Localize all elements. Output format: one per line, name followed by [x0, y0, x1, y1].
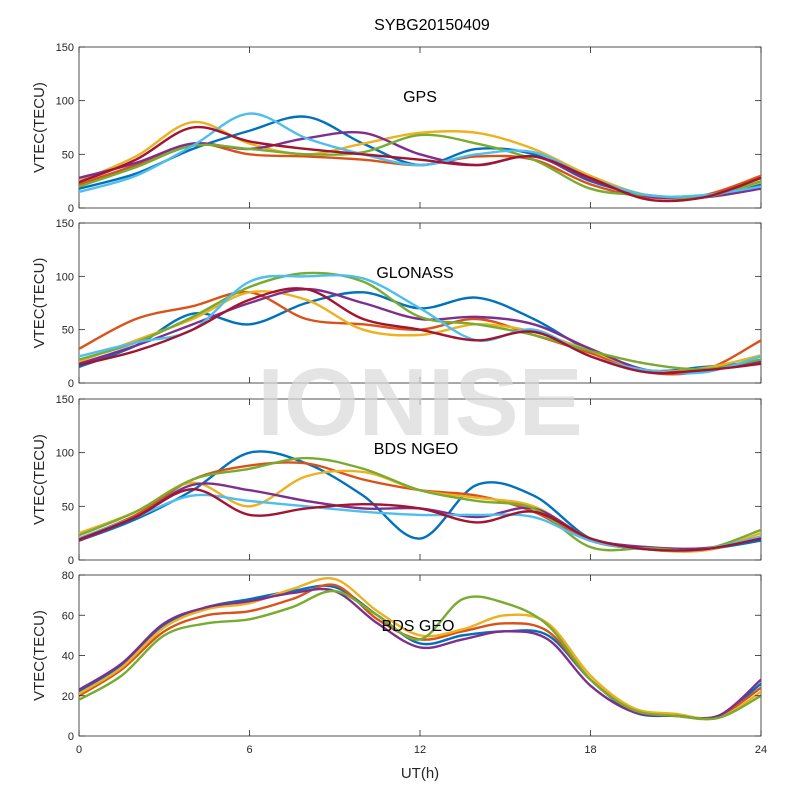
y-axis-label: VTEC(TECU): [31, 258, 48, 349]
y-tick-label: 50: [62, 149, 74, 161]
series-line-5: [79, 589, 761, 721]
plot-area: [78, 46, 762, 209]
panel-title: BDS NGEO: [374, 441, 458, 458]
y-tick-label: 150: [56, 394, 74, 406]
x-tick-label: 12: [414, 744, 426, 756]
y-tick-label: 20: [62, 691, 74, 703]
x-tick-label: 6: [246, 744, 252, 756]
y-tick-label: 0: [68, 555, 74, 567]
series-line-5: [79, 271, 761, 371]
y-tick-label: 150: [56, 42, 74, 54]
panel-title: BDS GEO: [382, 618, 455, 635]
y-tick-label: 40: [62, 651, 74, 663]
panels: 0 50 100 150 VTEC(TECU) GPS 0 50 100 150 VTEC(TECU…: [31, 42, 767, 756]
panel-3: 0 50 100 150 VTEC(TECU) BDS NGEO: [31, 394, 762, 567]
series-line-4: [79, 587, 761, 720]
series-line-6: [79, 112, 761, 198]
series-line-7: [79, 125, 761, 203]
panel-1: 0 50 100 150 VTEC(TECU) GPS: [31, 42, 762, 215]
panel-title: GLONASS: [376, 265, 453, 282]
watermark: IONISE: [257, 349, 582, 456]
x-tick-label: 18: [584, 744, 596, 756]
y-axis-label: VTEC(TECU): [31, 610, 48, 701]
y-tick-label: 100: [56, 271, 74, 283]
panel-4: 0 20 40 60 80 0 6 12 18 24 VTEC(TECU) BDS GEO: [31, 570, 767, 756]
series-group: [79, 577, 761, 721]
series-group: [79, 112, 761, 203]
y-axis-label: VTEC(TECU): [31, 82, 48, 173]
y-tick-label: 100: [56, 448, 74, 460]
y-tick-label: 50: [62, 325, 74, 337]
x-axis-label: UT(h): [401, 765, 439, 782]
series-line-3: [79, 577, 761, 721]
series-line-7: [79, 487, 761, 552]
panel-2: 0 50 100 150 VTEC(TECU) GLONASS: [31, 218, 762, 390]
series-line-7: [79, 287, 761, 375]
y-tick-label: 150: [56, 218, 74, 230]
y-axis-label: VTEC(TECU): [31, 434, 48, 525]
y-tick-label: 80: [62, 570, 74, 582]
x-tick-label: 0: [76, 744, 82, 756]
series-group: [79, 271, 761, 376]
plot-area: [78, 574, 762, 737]
series-group: [79, 450, 761, 553]
y-tick-label: 50: [62, 501, 74, 513]
y-tick-label: 60: [62, 610, 74, 622]
plot-area: [78, 222, 762, 384]
x-tick-label: 24: [755, 744, 767, 756]
y-tick-label: 0: [68, 731, 74, 743]
figure-title: SYBG20150409: [374, 17, 490, 34]
panel-title: GPS: [403, 89, 437, 106]
y-tick-label: 0: [68, 378, 74, 390]
y-tick-label: 0: [68, 203, 74, 215]
y-tick-label: 100: [56, 96, 74, 108]
